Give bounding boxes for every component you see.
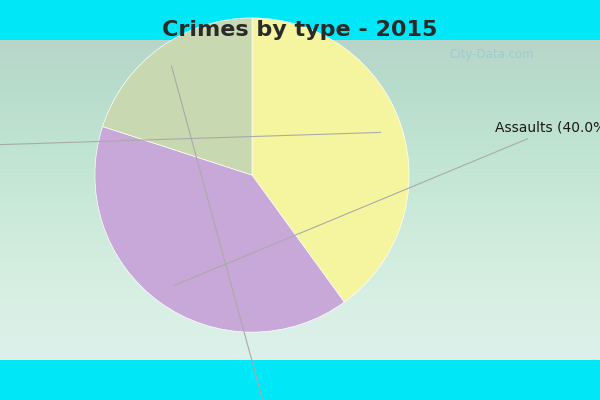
Text: Burglaries (20.0%): Burglaries (20.0%) bbox=[172, 66, 332, 400]
Text: Assaults (40.0%): Assaults (40.0%) bbox=[173, 121, 600, 286]
Text: City-Data.com: City-Data.com bbox=[449, 48, 535, 61]
Text: Crimes by type - 2015: Crimes by type - 2015 bbox=[163, 20, 437, 40]
Wedge shape bbox=[103, 18, 252, 175]
Wedge shape bbox=[95, 126, 344, 332]
Text: Thefts (40.0%): Thefts (40.0%) bbox=[0, 132, 380, 154]
Wedge shape bbox=[252, 18, 409, 302]
